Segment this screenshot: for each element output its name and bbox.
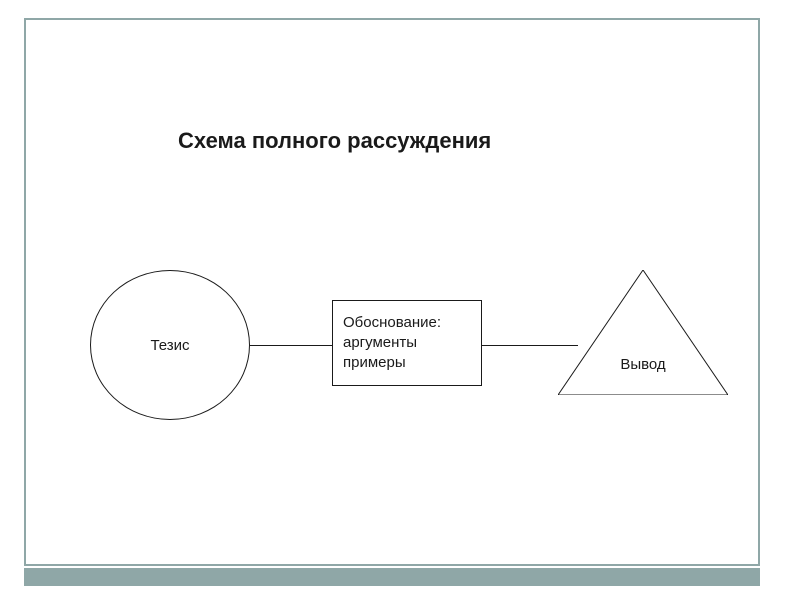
node-thesis: Тезис [90,270,250,420]
node-conclusion: Вывод [558,270,728,395]
node-conclusion-label: Вывод [558,356,728,373]
edge-thesis-justification [250,345,332,346]
triangle-icon [558,270,728,395]
node-justification-line-1: аргументы [343,333,471,353]
node-justification-line-2: примеры [343,353,471,373]
node-justification: Обоснование: аргументы примеры [332,300,482,386]
diagram-title: Схема полного рассуждения [178,128,491,154]
bottom-bar [24,568,760,586]
node-justification-line-0: Обоснование: [343,313,471,333]
node-thesis-label: Тезис [150,337,189,354]
